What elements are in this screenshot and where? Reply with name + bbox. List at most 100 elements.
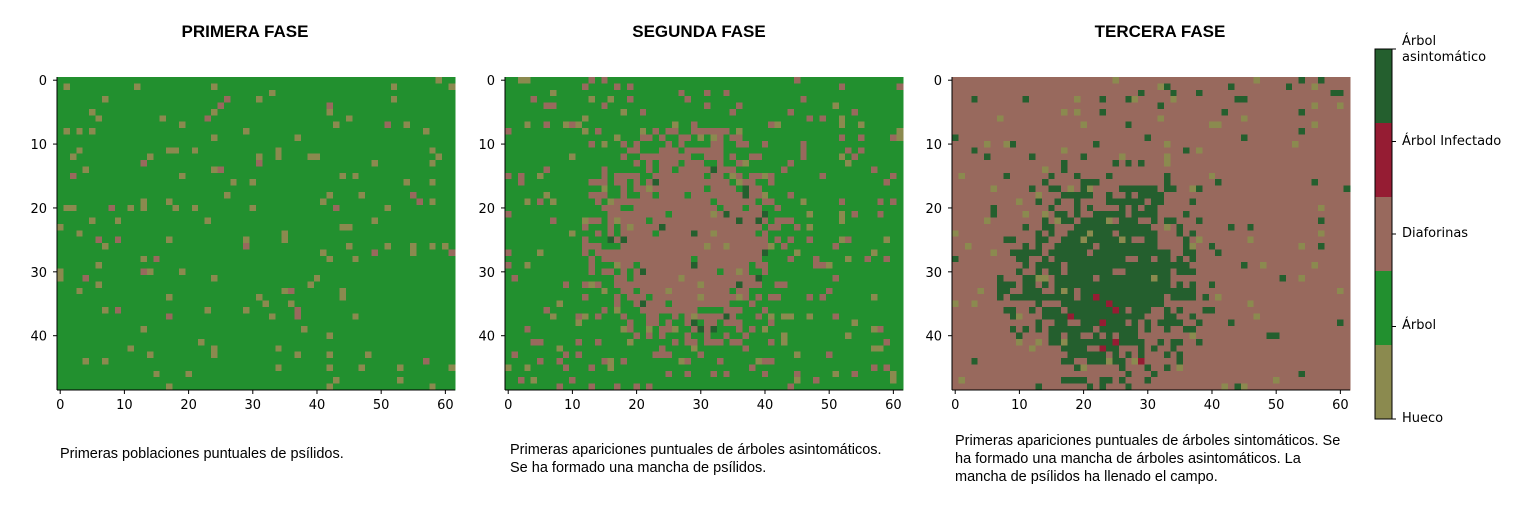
heatmap-cell [781, 140, 788, 148]
heatmap-cell [410, 338, 417, 346]
heatmap-cell [410, 102, 417, 110]
heatmap-cell [384, 223, 392, 231]
heatmap-cell [300, 217, 308, 225]
heatmap-cell [371, 345, 379, 352]
heatmap-cell [505, 77, 512, 84]
heatmap-cell [620, 153, 628, 161]
heatmap-cell [442, 83, 449, 91]
heatmap-cell [82, 198, 90, 206]
heatmap-cell [639, 198, 647, 206]
heatmap-cell [281, 306, 289, 314]
heatmap-cell [517, 77, 525, 84]
heatmap-cell [57, 166, 64, 174]
heatmap-cell [422, 332, 430, 340]
heatmap-cell [146, 223, 154, 231]
heatmap-cell [761, 198, 769, 206]
heatmap-cell [633, 172, 641, 180]
heatmap-cell [57, 255, 64, 263]
heatmap-cell [633, 236, 641, 244]
heatmap-cell [704, 211, 711, 218]
heatmap-cell [684, 198, 692, 206]
heatmap-cell [549, 262, 557, 269]
heatmap-cell [223, 268, 231, 276]
heatmap-cell [256, 275, 263, 282]
heatmap-cell [569, 268, 576, 276]
heatmap-cell [716, 134, 724, 142]
heatmap-cell [69, 121, 77, 129]
heatmap-cell [442, 230, 449, 237]
heatmap-cell [710, 179, 718, 186]
heatmap-cell [416, 364, 424, 372]
heatmap-cell [710, 185, 718, 193]
heatmap-cell [435, 262, 443, 269]
heatmap-cell [262, 294, 270, 301]
heatmap-cell [89, 243, 96, 250]
heatmap-cell [352, 128, 360, 135]
heatmap-cell [204, 77, 212, 84]
heatmap-cell [781, 108, 788, 116]
heatmap-cell [268, 364, 276, 372]
heatmap-cell [543, 102, 551, 110]
heatmap-cell [76, 281, 83, 289]
heatmap-cell [256, 96, 263, 103]
heatmap-cell [230, 313, 238, 321]
heatmap-cell [537, 275, 544, 282]
heatmap-cell [307, 147, 315, 154]
heatmap-cell [537, 96, 544, 103]
heatmap-cell [243, 306, 250, 314]
heatmap-cell [101, 294, 109, 301]
heatmap-cell [537, 211, 544, 218]
heatmap-cell [410, 287, 417, 295]
heatmap-cell [114, 147, 122, 154]
heatmap-cell [121, 364, 128, 372]
heatmap-cell [95, 172, 103, 180]
heatmap-cell [63, 306, 71, 314]
heatmap-cell [890, 255, 897, 263]
heatmap-cell [101, 211, 109, 218]
heatmap-cell [63, 230, 71, 237]
heatmap-cell [76, 160, 83, 167]
heatmap-cell [781, 160, 788, 167]
heatmap-cell [626, 217, 634, 225]
heatmap-cell [268, 345, 276, 352]
heatmap-cell [281, 319, 289, 327]
heatmap-cell [620, 166, 628, 174]
heatmap-cell [281, 345, 289, 352]
heatmap-cell [69, 230, 77, 237]
heatmap-cell [281, 160, 289, 167]
heatmap-cell [243, 230, 250, 237]
heatmap-cell [697, 217, 705, 225]
heatmap-cell [300, 166, 308, 174]
heatmap-cell [537, 89, 544, 97]
heatmap-cell [384, 345, 392, 352]
heatmap-cell [397, 102, 404, 110]
heatmap-cell [403, 313, 411, 321]
heatmap-cell [172, 166, 180, 174]
heatmap-cell [69, 370, 77, 378]
heatmap-cell [313, 191, 321, 199]
heatmap-cell [204, 198, 212, 206]
heatmap-cell [204, 108, 212, 116]
heatmap-cell [76, 108, 83, 116]
heatmap-cell [422, 204, 430, 212]
heatmap-cell [716, 108, 724, 116]
heatmap-cell [198, 332, 205, 340]
heatmap-cell [422, 326, 430, 333]
heatmap-cell [371, 306, 379, 314]
heatmap-cell [435, 96, 443, 103]
heatmap-cell [845, 249, 852, 257]
heatmap-cell [633, 185, 641, 193]
heatmap-cell [236, 306, 244, 314]
heatmap-cell [236, 358, 244, 365]
heatmap-cell [95, 313, 103, 321]
heatmap-cell [57, 153, 64, 161]
heatmap-cell [108, 230, 116, 237]
heatmap-cell [275, 223, 282, 231]
heatmap-cell [114, 275, 122, 282]
heatmap-cell [588, 217, 596, 225]
heatmap-cell [191, 217, 199, 225]
heatmap-cell [300, 191, 308, 199]
heatmap-cell [268, 179, 276, 186]
heatmap-cell [755, 83, 763, 91]
heatmap-cell [365, 268, 372, 276]
